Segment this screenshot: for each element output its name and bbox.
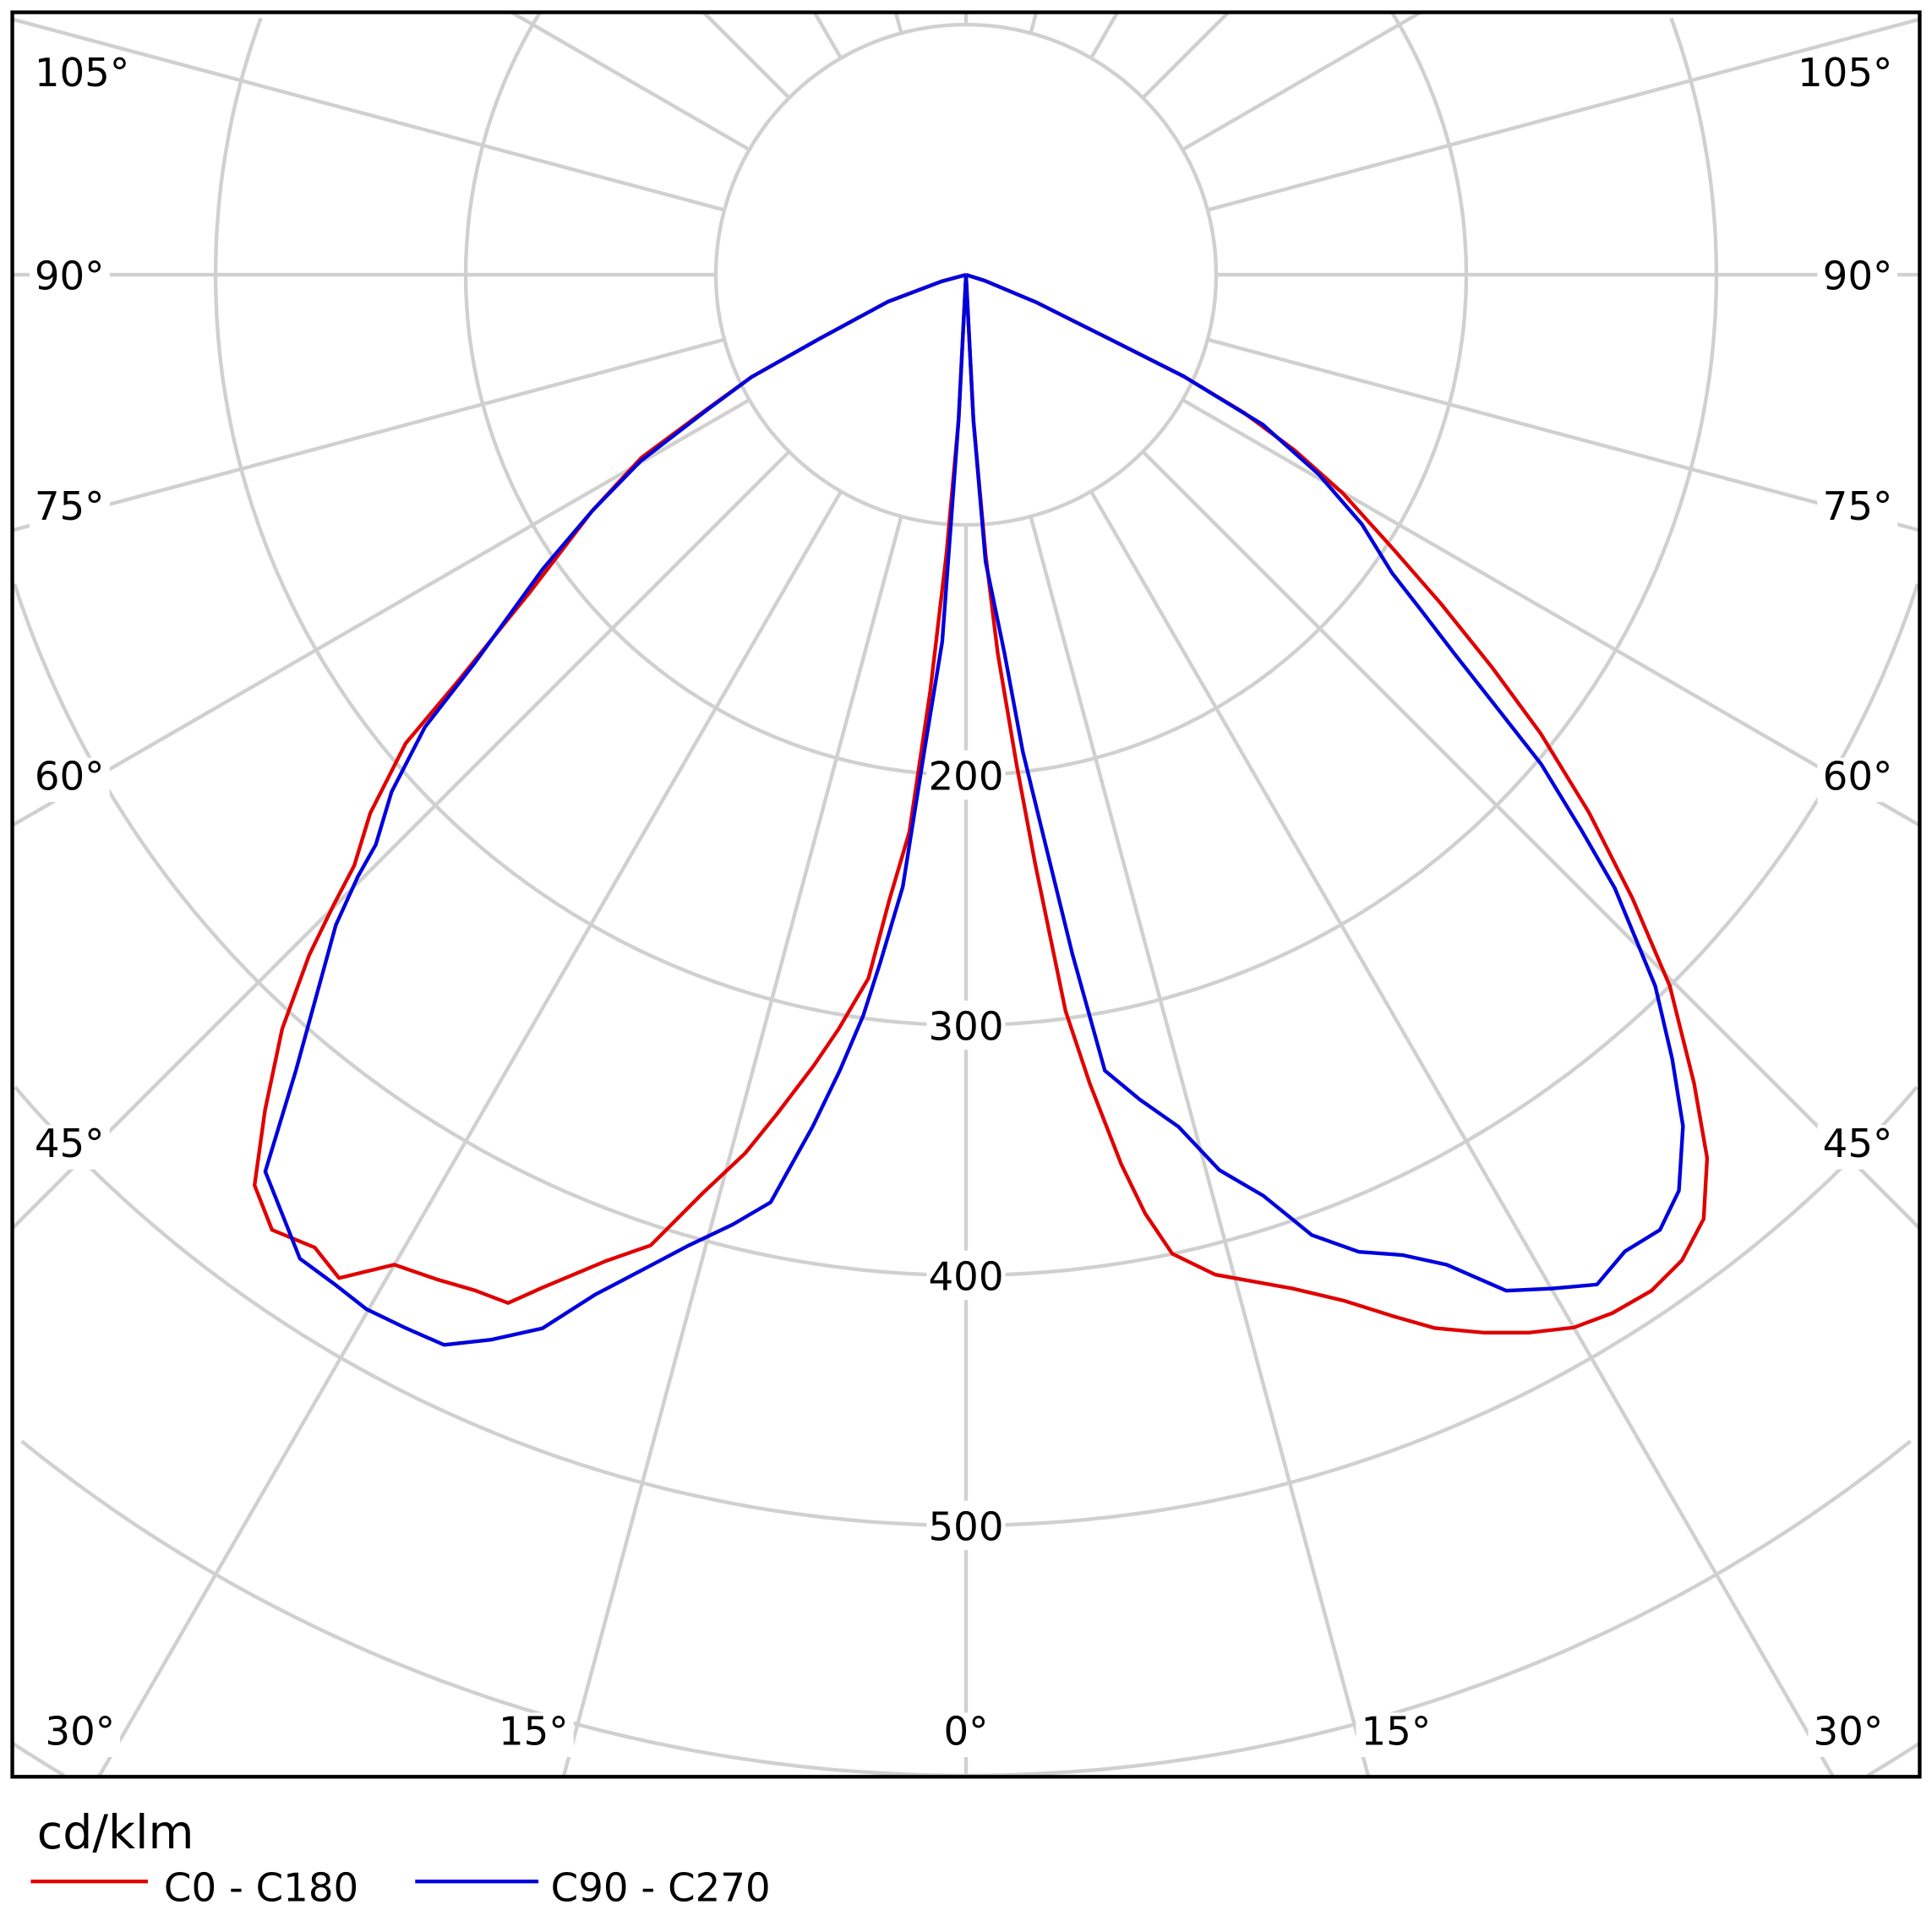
- angle-label-bottom-0-bg: [937, 1712, 995, 1757]
- radial-label-200: 200: [928, 755, 1003, 800]
- radial-tick-labels: 200 300 400 500: [926, 750, 1006, 1551]
- angle-label-bottom--30: 30°: [45, 1709, 115, 1755]
- angle-label-right-105-bg: [1793, 54, 1898, 99]
- angle-label-left-105-bg: [29, 54, 134, 99]
- plot-frame: [10, 10, 1922, 1779]
- angle-label-bottom--15-bg: [493, 1712, 574, 1757]
- grid-spoke-240: [510, 12, 750, 152]
- grid-circle-500: [14, 1085, 1918, 1528]
- curve-c0-c180-left: [253, 273, 969, 1305]
- angle-label-left-45: 45°: [35, 1122, 105, 1167]
- angle-label-bottom-15-bg: [1356, 1712, 1437, 1757]
- radial-label-500: 500: [928, 1504, 1003, 1550]
- angle-label-left-90-bg: [29, 257, 110, 303]
- radial-label-bg: [926, 1250, 1006, 1301]
- angle-label-right-75-bg: [1817, 488, 1898, 532]
- angle-label-left-105: 105°: [35, 51, 129, 96]
- angle-label-right-60-bg: [1817, 757, 1898, 803]
- angle-tick-labels: 105° 90° 75° 60° 45° 105° 90° 75° 60° 45° 30° 15° 0°…: [29, 51, 1898, 1757]
- grid-spoke-45: [1141, 450, 1920, 1231]
- angle-label-left-90: 90°: [35, 254, 105, 300]
- angle-label-right-60: 60°: [1823, 755, 1893, 800]
- radial-label-400: 400: [928, 1254, 1003, 1300]
- angle-label-right-90: 90°: [1823, 254, 1893, 300]
- grid-spoke-75: [1207, 337, 1920, 532]
- angle-label-bottom-0: 0°: [944, 1709, 989, 1755]
- angle-label-left-75: 75°: [35, 484, 105, 530]
- grid-spoke-225: [701, 12, 791, 100]
- radial-label-300: 300: [928, 1004, 1003, 1050]
- angle-label-right-90-bg: [1817, 257, 1898, 303]
- grid-spoke-345: [561, 516, 903, 1777]
- grid-spoke-30: [1089, 490, 1835, 1777]
- angle-label-bottom--15: 15°: [499, 1709, 569, 1755]
- grid-spoke-60: [1182, 398, 1920, 827]
- angle-label-bottom--30-bg: [40, 1712, 121, 1757]
- curves: [253, 273, 1710, 1347]
- grid-spoke-255: [12, 17, 725, 212]
- angle-label-left-60: 60°: [35, 755, 105, 800]
- angle-label-bottom-30-bg: [1808, 1712, 1889, 1757]
- angle-label-bottom-30: 30°: [1814, 1709, 1884, 1755]
- angle-label-right-105: 105°: [1798, 51, 1892, 96]
- legend: C0 - C180 C90 - C270: [30, 1866, 771, 1912]
- legend-label-c90-c270: C90 - C270: [551, 1866, 771, 1912]
- grid-spoke-165: [1029, 12, 1039, 34]
- legend-label-c0-c180: C0 - C180: [164, 1866, 358, 1912]
- grid-spoke-105: [1207, 17, 1920, 212]
- grid-circle-200: [463, 12, 1469, 778]
- angle-label-left-45-bg: [29, 1125, 110, 1170]
- grid-spoke-330: [97, 490, 843, 1777]
- angle-label-right-75: 75°: [1823, 484, 1893, 530]
- grid-spoke-120: [1182, 12, 1422, 152]
- grid-spoke-195: [893, 12, 903, 34]
- grid-spoke-315: [12, 450, 791, 1231]
- grid-circle-600: [20, 1439, 1912, 1777]
- grid-spoke-135: [1141, 12, 1231, 100]
- grid-spoke-150: [1089, 12, 1120, 59]
- grid-spoke-285: [12, 337, 725, 532]
- angle-label-bottom-15: 15°: [1361, 1709, 1431, 1755]
- grid-circle-300: [213, 17, 1719, 1028]
- curve-c90-c270-left: [263, 273, 969, 1347]
- angle-label-left-60-bg: [29, 757, 110, 803]
- radial-label-bg: [926, 1000, 1006, 1051]
- curve-c0-c180-right: [963, 273, 1710, 1335]
- angle-label-right-45-bg: [1817, 1125, 1898, 1170]
- angle-label-right-45: 45°: [1823, 1122, 1893, 1167]
- grid-spoke-300: [12, 398, 750, 827]
- grid-spoke-210: [812, 12, 843, 59]
- angle-label-left-75-bg: [29, 488, 110, 532]
- radial-label-bg: [926, 750, 1006, 800]
- unit-label: cd/klm: [37, 1806, 194, 1860]
- grid-circle-700: [12, 1741, 1920, 1777]
- curve-c90-c270-right: [963, 273, 1685, 1293]
- radial-label-bg: [926, 1500, 1006, 1551]
